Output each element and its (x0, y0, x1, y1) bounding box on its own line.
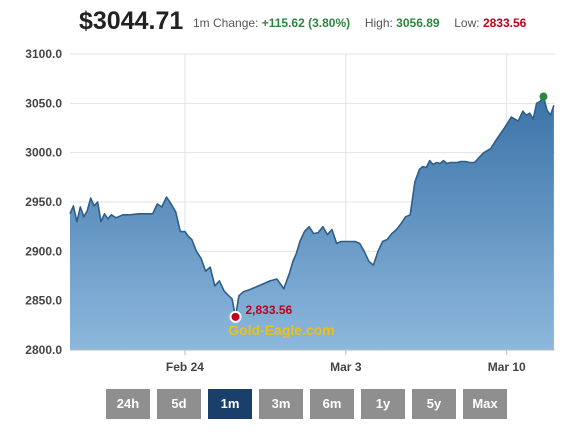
range-button-max[interactable]: Max (463, 389, 507, 419)
chart-annotations: Gold-Eagle.com 2,833.56 (228, 92, 548, 338)
y-tick-label: 2900.0 (25, 244, 62, 258)
range-button-1m[interactable]: 1m (208, 389, 252, 419)
current-price: $3044.71 (79, 7, 184, 35)
y-tick-label: 3050.0 (25, 96, 62, 110)
y-tick-label: 2850.0 (25, 294, 62, 308)
price-line (69, 95, 555, 318)
high-label: High: (364, 16, 393, 30)
watermark: Gold-Eagle.com (228, 322, 335, 338)
y-tick-label: 2800.0 (25, 343, 62, 357)
range-button-1y[interactable]: 1y (361, 389, 405, 419)
range-button-3m[interactable]: 3m (259, 389, 303, 419)
change-label: 1m Change: (193, 16, 259, 30)
price-chart[interactable]: 3100.0 3050.0 3000.0 2950.0 2900.0 2850.0 2800… (0, 44, 577, 374)
high-value: 3056.89 (396, 16, 440, 30)
chart-plot-area (69, 95, 555, 350)
range-button-5y[interactable]: 5y (412, 389, 456, 419)
change-value: +115.62 (3.80%) (261, 16, 351, 30)
price-area-fill (70, 96, 554, 350)
y-tick-label: 3000.0 (25, 146, 62, 160)
x-tick-label: Feb 24 (166, 360, 204, 374)
range-button-24h[interactable]: 24h (106, 389, 150, 419)
y-tick-label: 3100.0 (25, 47, 62, 61)
range-button-5d[interactable]: 5d (157, 389, 201, 419)
low-label: Low: (454, 16, 480, 30)
x-tick-label: Mar 10 (488, 360, 526, 374)
low-value: 2833.56 (482, 16, 527, 30)
low-label: 2,833.56 (245, 303, 292, 317)
high-marker (539, 92, 548, 101)
y-tick-label: 2950.0 (25, 195, 62, 209)
price-header: $3044.71 1m Change: +115.62 (3.80%) High… (0, 0, 577, 44)
low-marker (229, 310, 242, 323)
chart-axes: 3100.0 3050.0 3000.0 2950.0 2900.0 2850.0 2800… (25, 47, 555, 374)
range-button-6m[interactable]: 6m (310, 389, 354, 419)
price-stats: 1m Change: +115.62 (3.80%) High: 3056.89… (193, 16, 526, 30)
x-tick-label: Mar 3 (330, 360, 362, 374)
